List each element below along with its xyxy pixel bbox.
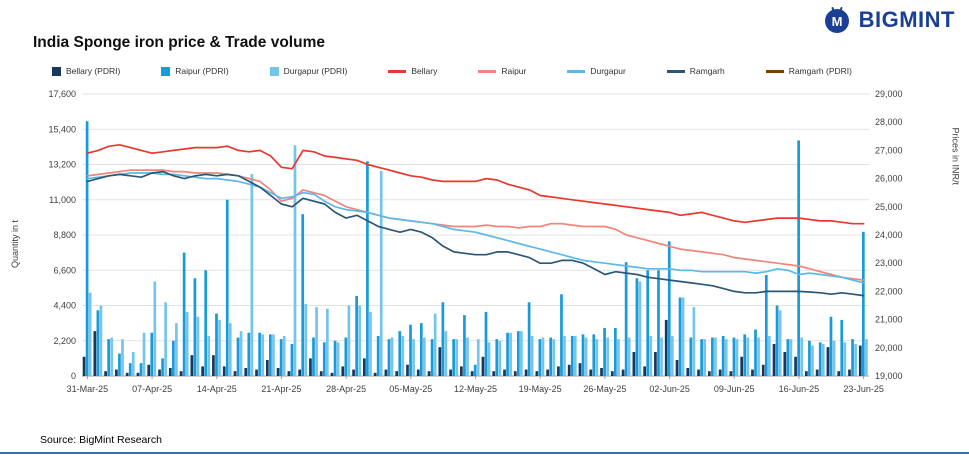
legend-item: Bellary bbox=[388, 66, 437, 76]
svg-text:05-May-25: 05-May-25 bbox=[389, 384, 432, 394]
svg-text:27,000: 27,000 bbox=[875, 145, 903, 155]
line-bellary bbox=[86, 143, 865, 225]
legend-item: Bellary (PDRI) bbox=[52, 66, 120, 76]
legend-line-marker bbox=[567, 69, 586, 73]
svg-text:02-Jun-25: 02-Jun-25 bbox=[649, 384, 690, 394]
gridlines bbox=[82, 93, 869, 377]
legend-label: Raipur (PDRI) bbox=[175, 66, 229, 76]
right-axis-title: Prices in INR/t bbox=[951, 127, 961, 185]
legend-square-marker bbox=[52, 66, 61, 76]
right-axis-ticks: 19,000 20,000 21,000 22,000 23,000 24,000 25,0… bbox=[875, 89, 903, 381]
legend-label: Raipur bbox=[501, 66, 527, 76]
svg-text:16-Jun-25: 16-Jun-25 bbox=[779, 384, 820, 394]
legend-square-marker bbox=[269, 66, 279, 76]
legend-line-marker bbox=[765, 69, 784, 73]
legend-label: Durgapur (PDRI) bbox=[283, 66, 348, 76]
legend-label: Bellary (PDRI) bbox=[66, 66, 121, 76]
svg-text:31-Mar-25: 31-Mar-25 bbox=[67, 384, 109, 394]
page-title: India Sponge iron price & Trade volume bbox=[33, 34, 325, 51]
legend-item: Durgapur (PDRI) bbox=[269, 66, 348, 76]
svg-text:19-May-25: 19-May-25 bbox=[519, 384, 562, 394]
svg-text:19,000: 19,000 bbox=[875, 371, 903, 381]
legend-item: Ramgarh bbox=[666, 66, 725, 76]
legend-item: Ramgarh (PDRI) bbox=[765, 66, 852, 76]
svg-text:28,000: 28,000 bbox=[875, 117, 903, 127]
svg-text:13,200: 13,200 bbox=[48, 160, 76, 170]
svg-text:0: 0 bbox=[71, 371, 76, 381]
bigmint-logo-icon: M bbox=[824, 7, 849, 33]
svg-text:2,200: 2,200 bbox=[53, 336, 76, 346]
legend-label: Ramgarh bbox=[689, 66, 725, 76]
svg-text:22,000: 22,000 bbox=[875, 286, 903, 296]
legend-line-marker bbox=[666, 69, 685, 73]
left-axis-title: Quantity in t bbox=[10, 219, 20, 268]
combo-chart: 0 2,200 4,400 6,600 8,800 11,000 13,200 15,400 1… bbox=[48, 89, 903, 394]
svg-text:26,000: 26,000 bbox=[875, 174, 903, 184]
bars-bellary-pdri- bbox=[82, 319, 862, 377]
svg-text:29,000: 29,000 bbox=[875, 89, 903, 99]
svg-text:09-Jun-25: 09-Jun-25 bbox=[714, 384, 755, 394]
svg-text:4,400: 4,400 bbox=[53, 301, 76, 311]
svg-text:26-May-25: 26-May-25 bbox=[583, 384, 626, 394]
left-axis-ticks: 0 2,200 4,400 6,600 8,800 11,000 13,200 15,400 1… bbox=[48, 89, 76, 381]
legend-label: Bellary bbox=[411, 66, 438, 76]
svg-text:24,000: 24,000 bbox=[875, 230, 903, 240]
logo-text: BIGMINT bbox=[858, 7, 955, 32]
legend-line-marker bbox=[478, 69, 497, 73]
bars-durgapur-pdri- bbox=[88, 145, 868, 377]
svg-text:25,000: 25,000 bbox=[875, 202, 903, 212]
source-note: Source: BigMint Research bbox=[40, 434, 162, 446]
svg-text:20,000: 20,000 bbox=[875, 343, 903, 353]
svg-text:17,600: 17,600 bbox=[48, 89, 76, 99]
legend-square-marker bbox=[161, 66, 171, 76]
svg-text:23-Jun-25: 23-Jun-25 bbox=[843, 384, 884, 394]
legend-item: Raipur (PDRI) bbox=[161, 66, 229, 76]
chart-area: 0 2,200 4,400 6,600 8,800 11,000 13,200 15,400 1… bbox=[24, 86, 934, 409]
svg-text:07-Apr-25: 07-Apr-25 bbox=[132, 384, 172, 394]
svg-text:8,800: 8,800 bbox=[53, 230, 76, 240]
legend-label: Durgapur bbox=[590, 66, 626, 76]
x-axis-ticks: 31-Mar-25 07-Apr-25 14-Apr-25 21-Apr-25 28-A… bbox=[67, 376, 884, 394]
line-raipur bbox=[86, 169, 865, 281]
bigmint-logo: M BIGMINT bbox=[822, 5, 955, 35]
svg-text:28-Apr-25: 28-Apr-25 bbox=[326, 384, 366, 394]
svg-text:M: M bbox=[831, 14, 842, 29]
svg-text:23,000: 23,000 bbox=[875, 258, 903, 268]
line-durgapur bbox=[86, 172, 865, 284]
svg-text:6,600: 6,600 bbox=[53, 265, 76, 275]
legend: Bellary (PDRI) Raipur (PDRI) Durgapur (PDR… bbox=[52, 66, 852, 76]
legend-item: Durgapur bbox=[567, 66, 626, 76]
svg-text:11,000: 11,000 bbox=[49, 195, 76, 205]
legend-line-marker bbox=[388, 69, 407, 73]
legend-label: Ramgarh (PDRI) bbox=[788, 66, 852, 76]
svg-text:15,400: 15,400 bbox=[48, 124, 76, 134]
svg-text:21,000: 21,000 bbox=[875, 315, 903, 325]
svg-text:14-Apr-25: 14-Apr-25 bbox=[197, 384, 237, 394]
legend-item: Raipur bbox=[478, 66, 526, 76]
line-ramgarh bbox=[86, 170, 865, 297]
svg-text:12-May-25: 12-May-25 bbox=[454, 384, 497, 394]
bars-raipur-pdri- bbox=[85, 121, 865, 377]
footer-accent-line bbox=[0, 451, 969, 454]
svg-text:21-Apr-25: 21-Apr-25 bbox=[261, 384, 301, 394]
